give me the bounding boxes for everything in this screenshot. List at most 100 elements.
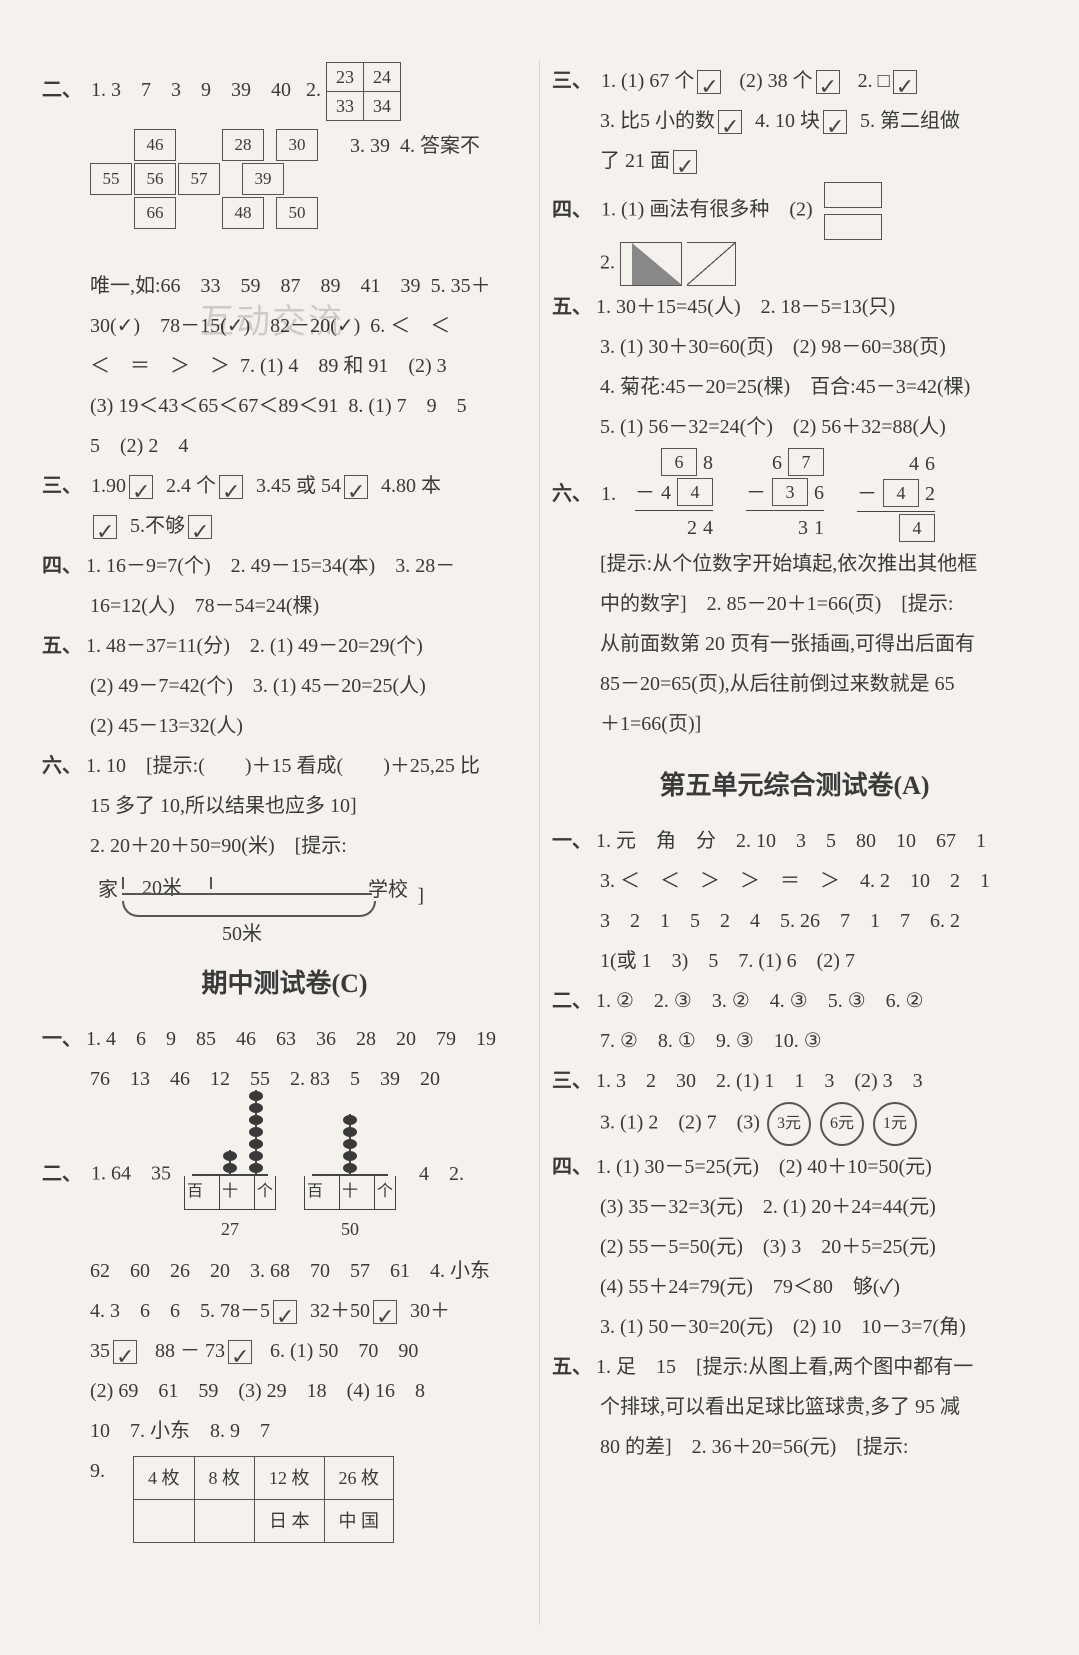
cmp: ＜ ＝ ＞ ＞ [90, 355, 230, 377]
txt: 2. □ [858, 70, 890, 92]
cell: 28 [222, 129, 264, 161]
n: 2. [166, 475, 181, 497]
lbl: 三、 [42, 475, 82, 497]
cell: 57 [178, 163, 220, 195]
l: 百 [185, 1176, 205, 1208]
lbl: 三、 [552, 1070, 592, 1092]
s2-unique: 唯一,如:66 33 59 87 89 41 39 5. 35＋ [42, 267, 527, 305]
txt: 7. ② 8. ① 9. ③ 10. ③ [552, 1022, 1037, 1060]
num: 27 [221, 1212, 239, 1246]
v: 45 或 54 [271, 475, 341, 497]
cell: 12 枚 [255, 1456, 325, 1499]
s2-q7-a: (1) 4 89 和 91 (2) 3 [260, 355, 447, 377]
n: 9. [90, 1452, 105, 1490]
cell: 48 [222, 197, 264, 229]
txt: 1. 64 35 [91, 1163, 171, 1185]
s2-q8-a: (1) 7 9 5 [368, 395, 466, 417]
s2-q4-n: 4. [400, 135, 415, 157]
distance-diagram: 家 20米 学校 ] 50米 [102, 871, 402, 941]
check-icon [373, 1300, 397, 1324]
txt: 3 2 1 5 2 4 5. 26 7 1 7 6. 2 [552, 902, 1037, 940]
s2-q2-n: 2. [306, 79, 321, 101]
check-icon [273, 1300, 297, 1324]
lbl: 五、 [42, 635, 82, 657]
d: 4 [909, 449, 919, 479]
txt: 3. 比5 小的数 [600, 110, 715, 132]
lbl: 五、 [552, 1356, 592, 1378]
txt: 1. (1) 67 个 [601, 70, 694, 92]
d: 6 [814, 478, 824, 508]
check-icon [893, 70, 917, 94]
cell [134, 1500, 195, 1543]
check-icon [673, 150, 697, 174]
txt: 6. (1) 50 70 90 [270, 1340, 418, 1362]
txt: 30＋ [410, 1300, 450, 1322]
title-midC: 期中测试卷(C) [42, 959, 527, 1008]
txt: 35 [90, 1340, 110, 1362]
txt: 16=12(人) 78－54=24(棵) [42, 587, 527, 625]
d: 6 [661, 448, 697, 476]
txt: 3. ＜ ＜ ＞ ＞ ＝ ＞ 4. 2 10 2 1 [552, 862, 1037, 900]
s2-q4-v: 答案不 [420, 135, 480, 157]
cell: 66 [134, 197, 176, 229]
abacus-50: 百十个 50 [304, 1104, 396, 1246]
txt: 1. 元 角 分 2. 10 3 5 80 10 67 1 [596, 830, 986, 852]
check-icon [718, 110, 742, 134]
sec-2-label: 二、 [42, 79, 82, 101]
txt: 中的数字] 2. 85－20＋1=66(页) [提示: [552, 585, 1037, 623]
lbl: 四、 [552, 199, 592, 221]
d: 2 [687, 513, 697, 543]
d: 3 [798, 513, 808, 543]
title-unit5A: 第五单元综合测试卷(A) [552, 761, 1037, 810]
l: 十 [339, 1176, 360, 1208]
cell [194, 1500, 255, 1543]
txt: 1. (1) 画法有很多种 (2) [601, 199, 813, 221]
txt: 1(或 1 3) 5 7. (1) 6 (2) 7 [552, 942, 1037, 980]
cell: 4 枚 [134, 1456, 195, 1499]
c: 24 [363, 63, 400, 91]
s2-q6-n: 6. [370, 315, 385, 337]
coin-icon: 3元 [767, 1102, 811, 1146]
right-column: 三、 1. (1) 67 个 (2) 38 个 2. □ 3. 比5 小的数 4… [540, 60, 1049, 1625]
l: 百 [305, 1176, 325, 1208]
check-icon [219, 475, 243, 499]
txt: 2. 20＋20＋50=90(米) [提示: [42, 827, 527, 865]
txt: (3) 35－32=3(元) 2. (1) 20＋24=44(元) [552, 1188, 1037, 1226]
cell: 46 [134, 129, 176, 161]
lbl: 二、 [42, 1163, 82, 1185]
s2-q1-n: 1. [91, 79, 106, 101]
n: 1. [91, 475, 106, 497]
sec-3: 三、 1.90 2.4 个 3.45 或 54 4.80 本 [42, 467, 527, 505]
check-icon [697, 70, 721, 94]
d: － [635, 478, 655, 508]
txt: (2) 38 个 [739, 70, 812, 92]
n: 1. [601, 483, 616, 505]
two-rect-icon [824, 182, 882, 240]
s2-q3-v: 39 [370, 135, 390, 157]
vmath-1: 68 －44 24 [635, 448, 713, 543]
cell: 26 枚 [324, 1456, 394, 1499]
s2-q7-n: 7. [240, 355, 255, 377]
sec-2-line1: 二、 1. 3 7 3 9 39 40 2. 2324 3334 [42, 62, 527, 121]
d: 4 [883, 479, 919, 507]
s2-q6-v: ＜ ＜ [390, 315, 450, 337]
txt: (2) 49－7=42(个) 3. (1) 45－20=25(人) [42, 667, 527, 705]
s2-q8-n: 8. [348, 395, 363, 417]
left-column: 二、 1. 3 7 3 9 39 40 2. 2324 3334 46 28 3… [30, 60, 540, 1625]
cell: 日 本 [255, 1500, 325, 1543]
txt: (4) 55＋24=79(元) 79＜80 够(✓) [552, 1268, 1037, 1306]
txt: 76 13 46 12 55 2. 83 5 39 20 [42, 1060, 527, 1098]
txt: 4. 3 6 6 5. 78－5 [90, 1300, 270, 1322]
abacus-27: 百十个 27 [184, 1104, 276, 1246]
lbl: 四、 [42, 555, 82, 577]
d: 3 [772, 478, 808, 506]
page: 互动交流 二、 1. 3 7 3 9 39 40 2. 2324 3334 46… [0, 0, 1079, 1655]
txt: 1. (1) 30－5=25(元) (2) 40＋10=50(元) [596, 1156, 932, 1178]
cell: 50 [276, 197, 318, 229]
s2-q8-b: 5 (2) 2 4 [42, 427, 527, 465]
txt: 3. (1) 30＋30=60(页) (2) 98－60=38(页) [552, 328, 1037, 366]
d: 4 [661, 478, 671, 508]
num: 50 [341, 1212, 359, 1246]
vmath-3: 46 －42 4 [857, 449, 935, 542]
check-icon [113, 1340, 137, 1364]
